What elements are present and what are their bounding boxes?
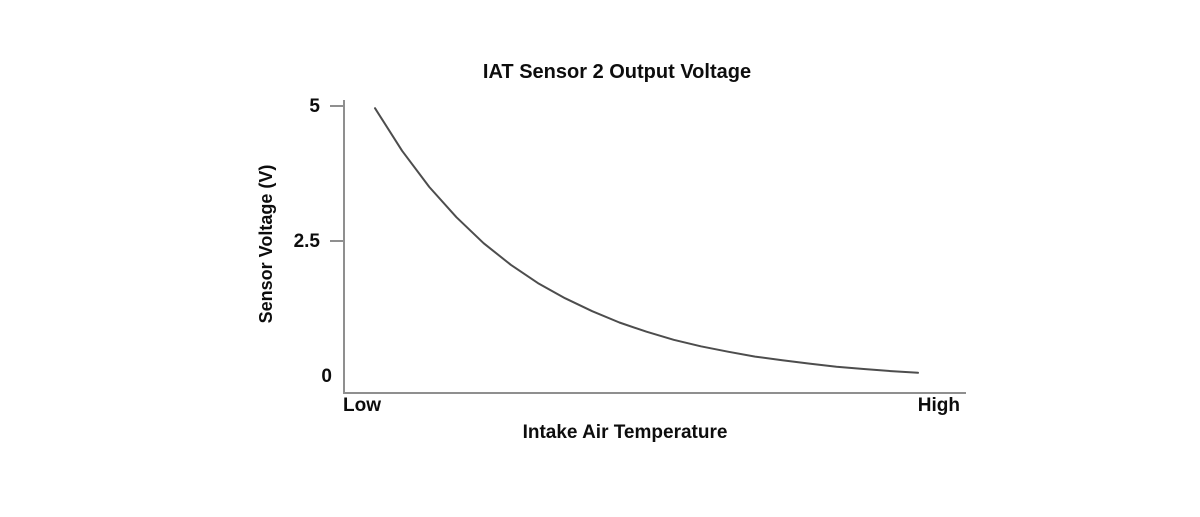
voltage-curve	[374, 107, 919, 374]
x-tick-label-low: Low	[343, 395, 381, 416]
x-axis-label: Intake Air Temperature	[522, 422, 728, 443]
y-tick-label: 0	[321, 366, 332, 387]
y-tick-marks	[330, 105, 344, 242]
chart-title: IAT Sensor 2 Output Voltage	[482, 61, 752, 83]
y-tick-label: 2.5	[293, 231, 320, 252]
y-tick-label: 5	[309, 96, 320, 117]
x-tick-label-high: High	[917, 395, 960, 416]
